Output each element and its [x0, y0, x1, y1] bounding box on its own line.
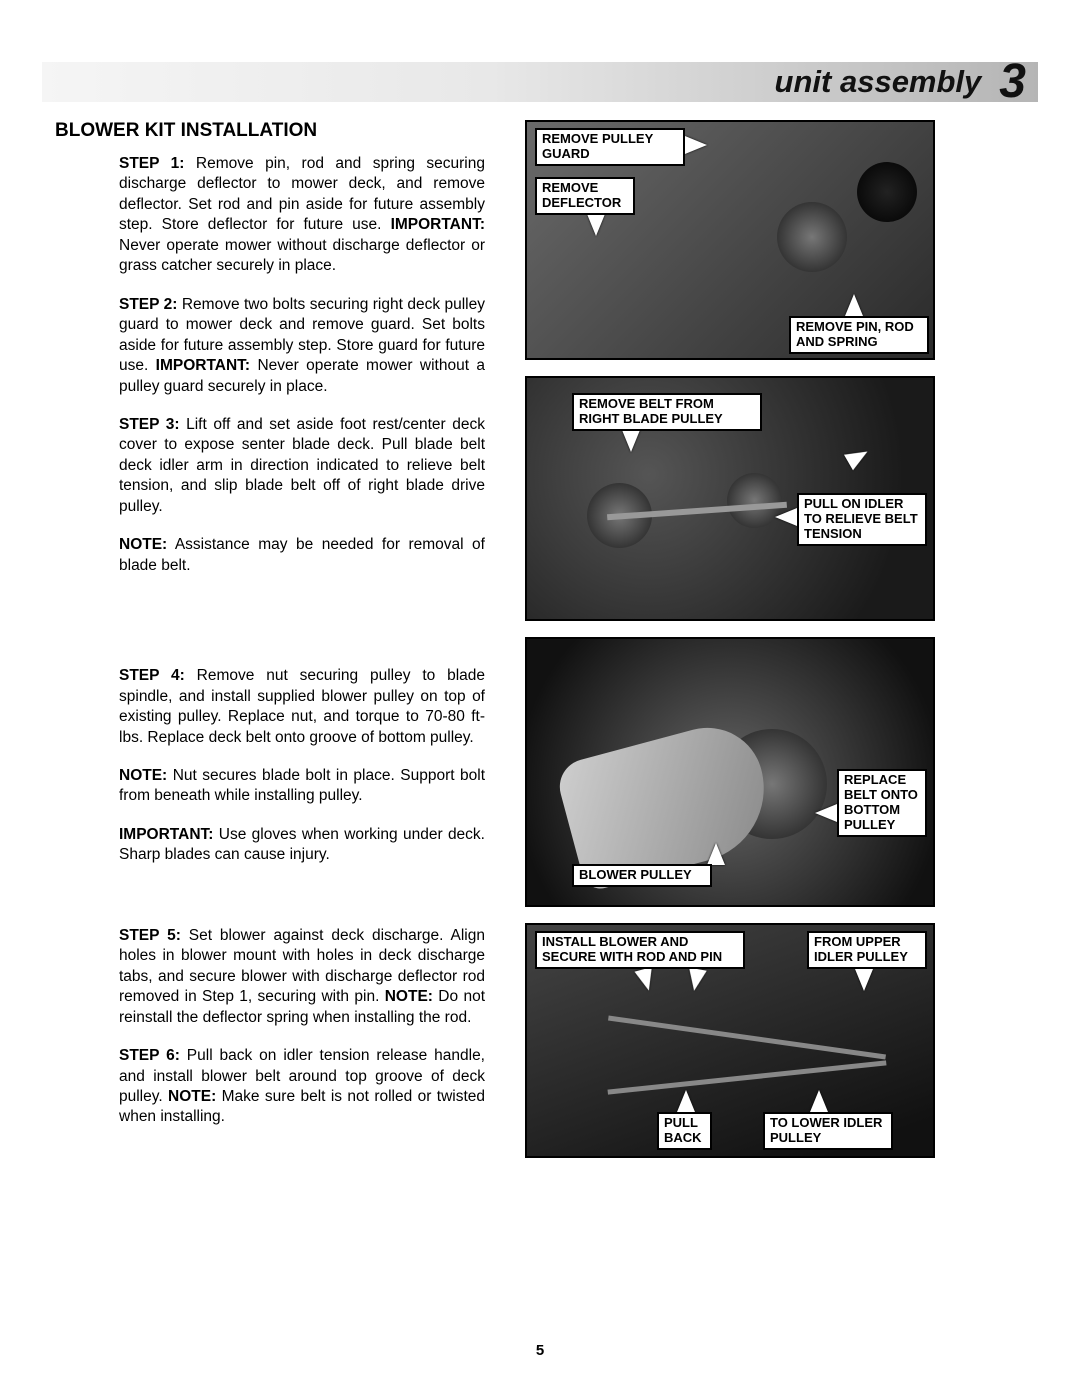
fig3-callout-blower-pulley: BLOWER PULLEY [572, 864, 712, 887]
step-3: STEP 3: Lift off and set aside foot rest… [119, 415, 485, 517]
step-2: STEP 2: Remove two bolts securing right … [119, 295, 485, 397]
fig3-callout-replace-belt: REPLACE BELT ONTO BOTTOM PULLEY [837, 769, 927, 837]
step-4-important: IMPORTANT: Use gloves when working under… [119, 825, 485, 866]
header-section-number: 3 [999, 58, 1026, 106]
header-title: unit assembly [775, 64, 982, 100]
step-6: STEP 6: Pull back on idler tension relea… [119, 1046, 485, 1128]
page-number: 5 [0, 1342, 1080, 1359]
fig4-callout-upper-idler: FROM UPPER IDLER PULLEY [807, 931, 927, 969]
text-column: BLOWER KIT INSTALLATION STEP 1: Remove p… [55, 120, 485, 1158]
section-heading: BLOWER KIT INSTALLATION [55, 120, 485, 142]
fig4-callout-pull-back: PULL BACK [657, 1112, 712, 1150]
fig1-callout-pin-rod-spring: REMOVE PIN, ROD AND SPRING [789, 316, 929, 354]
fig4-callout-install-blower: INSTALL BLOWER AND SECURE WITH ROD AND P… [535, 931, 745, 969]
page-body: BLOWER KIT INSTALLATION STEP 1: Remove p… [55, 120, 1025, 1158]
figure-2: REMOVE BELT FROM RIGHT BLADE PULLEY PULL… [525, 376, 935, 621]
fig2-callout-remove-belt: REMOVE BELT FROM RIGHT BLADE PULLEY [572, 393, 762, 431]
fig4-callout-lower-idler: TO LOWER IDLER PULLEY [763, 1112, 893, 1150]
figure-4: INSTALL BLOWER AND SECURE WITH ROD AND P… [525, 923, 935, 1158]
figure-3: BLOWER PULLEY REPLACE BELT ONTO BOTTOM P… [525, 637, 935, 907]
step-1: STEP 1: Remove pin, rod and spring secur… [119, 154, 485, 277]
fig1-callout-deflector: REMOVE DEFLECTOR [535, 177, 635, 215]
fig2-callout-pull-idler: PULL ON IDLER TO RELIEVE BELT TENSION [797, 493, 927, 546]
figure-column: REMOVE PULLEY GUARD REMOVE DEFLECTOR REM… [525, 120, 935, 1158]
step-3-note: NOTE: Assistance may be needed for remov… [119, 535, 485, 576]
step-5: STEP 5: Set blower against deck discharg… [119, 926, 485, 1028]
header-band: unit assembly 3 [42, 62, 1038, 102]
step-4-note: NOTE: Nut secures blade bolt in place. S… [119, 766, 485, 807]
fig1-callout-pulley-guard: REMOVE PULLEY GUARD [535, 128, 685, 166]
step-4: STEP 4: Remove nut securing pulley to bl… [119, 666, 485, 748]
figure-1: REMOVE PULLEY GUARD REMOVE DEFLECTOR REM… [525, 120, 935, 360]
